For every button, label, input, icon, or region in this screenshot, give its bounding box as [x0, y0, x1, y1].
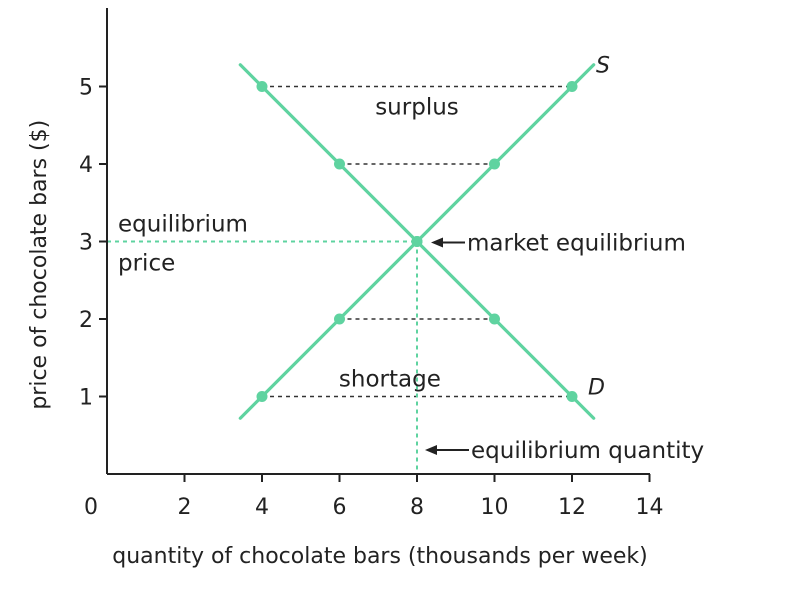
y-tick-label-5: 5 — [79, 76, 93, 101]
shortage-label: shortage — [339, 367, 441, 393]
equilibrium-quantity-arrowhead — [425, 445, 437, 455]
data-points — [256, 81, 578, 402]
equilibrium-price-label-line1: equilibrium — [118, 212, 248, 238]
market-equilibrium-label: market equilibrium — [467, 231, 686, 257]
x-tick-label-2: 2 — [178, 495, 192, 520]
point-S-4-1 — [256, 391, 268, 402]
y-tick-label-4: 4 — [79, 153, 93, 178]
x-tick-label-6: 6 — [333, 495, 347, 520]
y-axis-title: price of chocolate bars ($) — [27, 120, 52, 410]
y-tick-label-2: 2 — [79, 308, 93, 333]
guide-lines — [107, 85, 572, 474]
point-S-6-2 — [334, 313, 345, 325]
x-tick-label-8: 8 — [410, 495, 424, 520]
y-tick-label-3: 3 — [79, 231, 93, 256]
point-D-12-1 — [566, 391, 578, 402]
point-D-4-5 — [256, 81, 268, 92]
supply-curve-label: S — [596, 54, 610, 79]
x-tick-label-10: 10 — [481, 495, 509, 520]
point-S-12-5 — [566, 81, 578, 92]
equilibrium-price-label-line2: price — [118, 251, 175, 277]
equilibrium-quantity-label: equilibrium quantity — [471, 438, 704, 464]
surplus-label: surplus — [375, 95, 459, 121]
x-axis-title: quantity of chocolate bars (thousands pe… — [112, 544, 647, 569]
x-tick-label-12: 12 — [558, 495, 586, 520]
point-D-6-4 — [334, 158, 345, 170]
y-tick-label-1: 1 — [79, 386, 93, 411]
demand-curve-label: D — [588, 376, 605, 401]
x-tick-label-0: 0 — [84, 495, 98, 520]
market-equilibrium-arrowhead — [431, 237, 443, 248]
x-tick-label-4: 4 — [255, 495, 269, 520]
point-D-10-2 — [489, 313, 500, 325]
x-tick-label-14: 14 — [636, 495, 664, 520]
point-D-8-3 — [411, 236, 423, 247]
point-S-10-4 — [489, 158, 500, 170]
